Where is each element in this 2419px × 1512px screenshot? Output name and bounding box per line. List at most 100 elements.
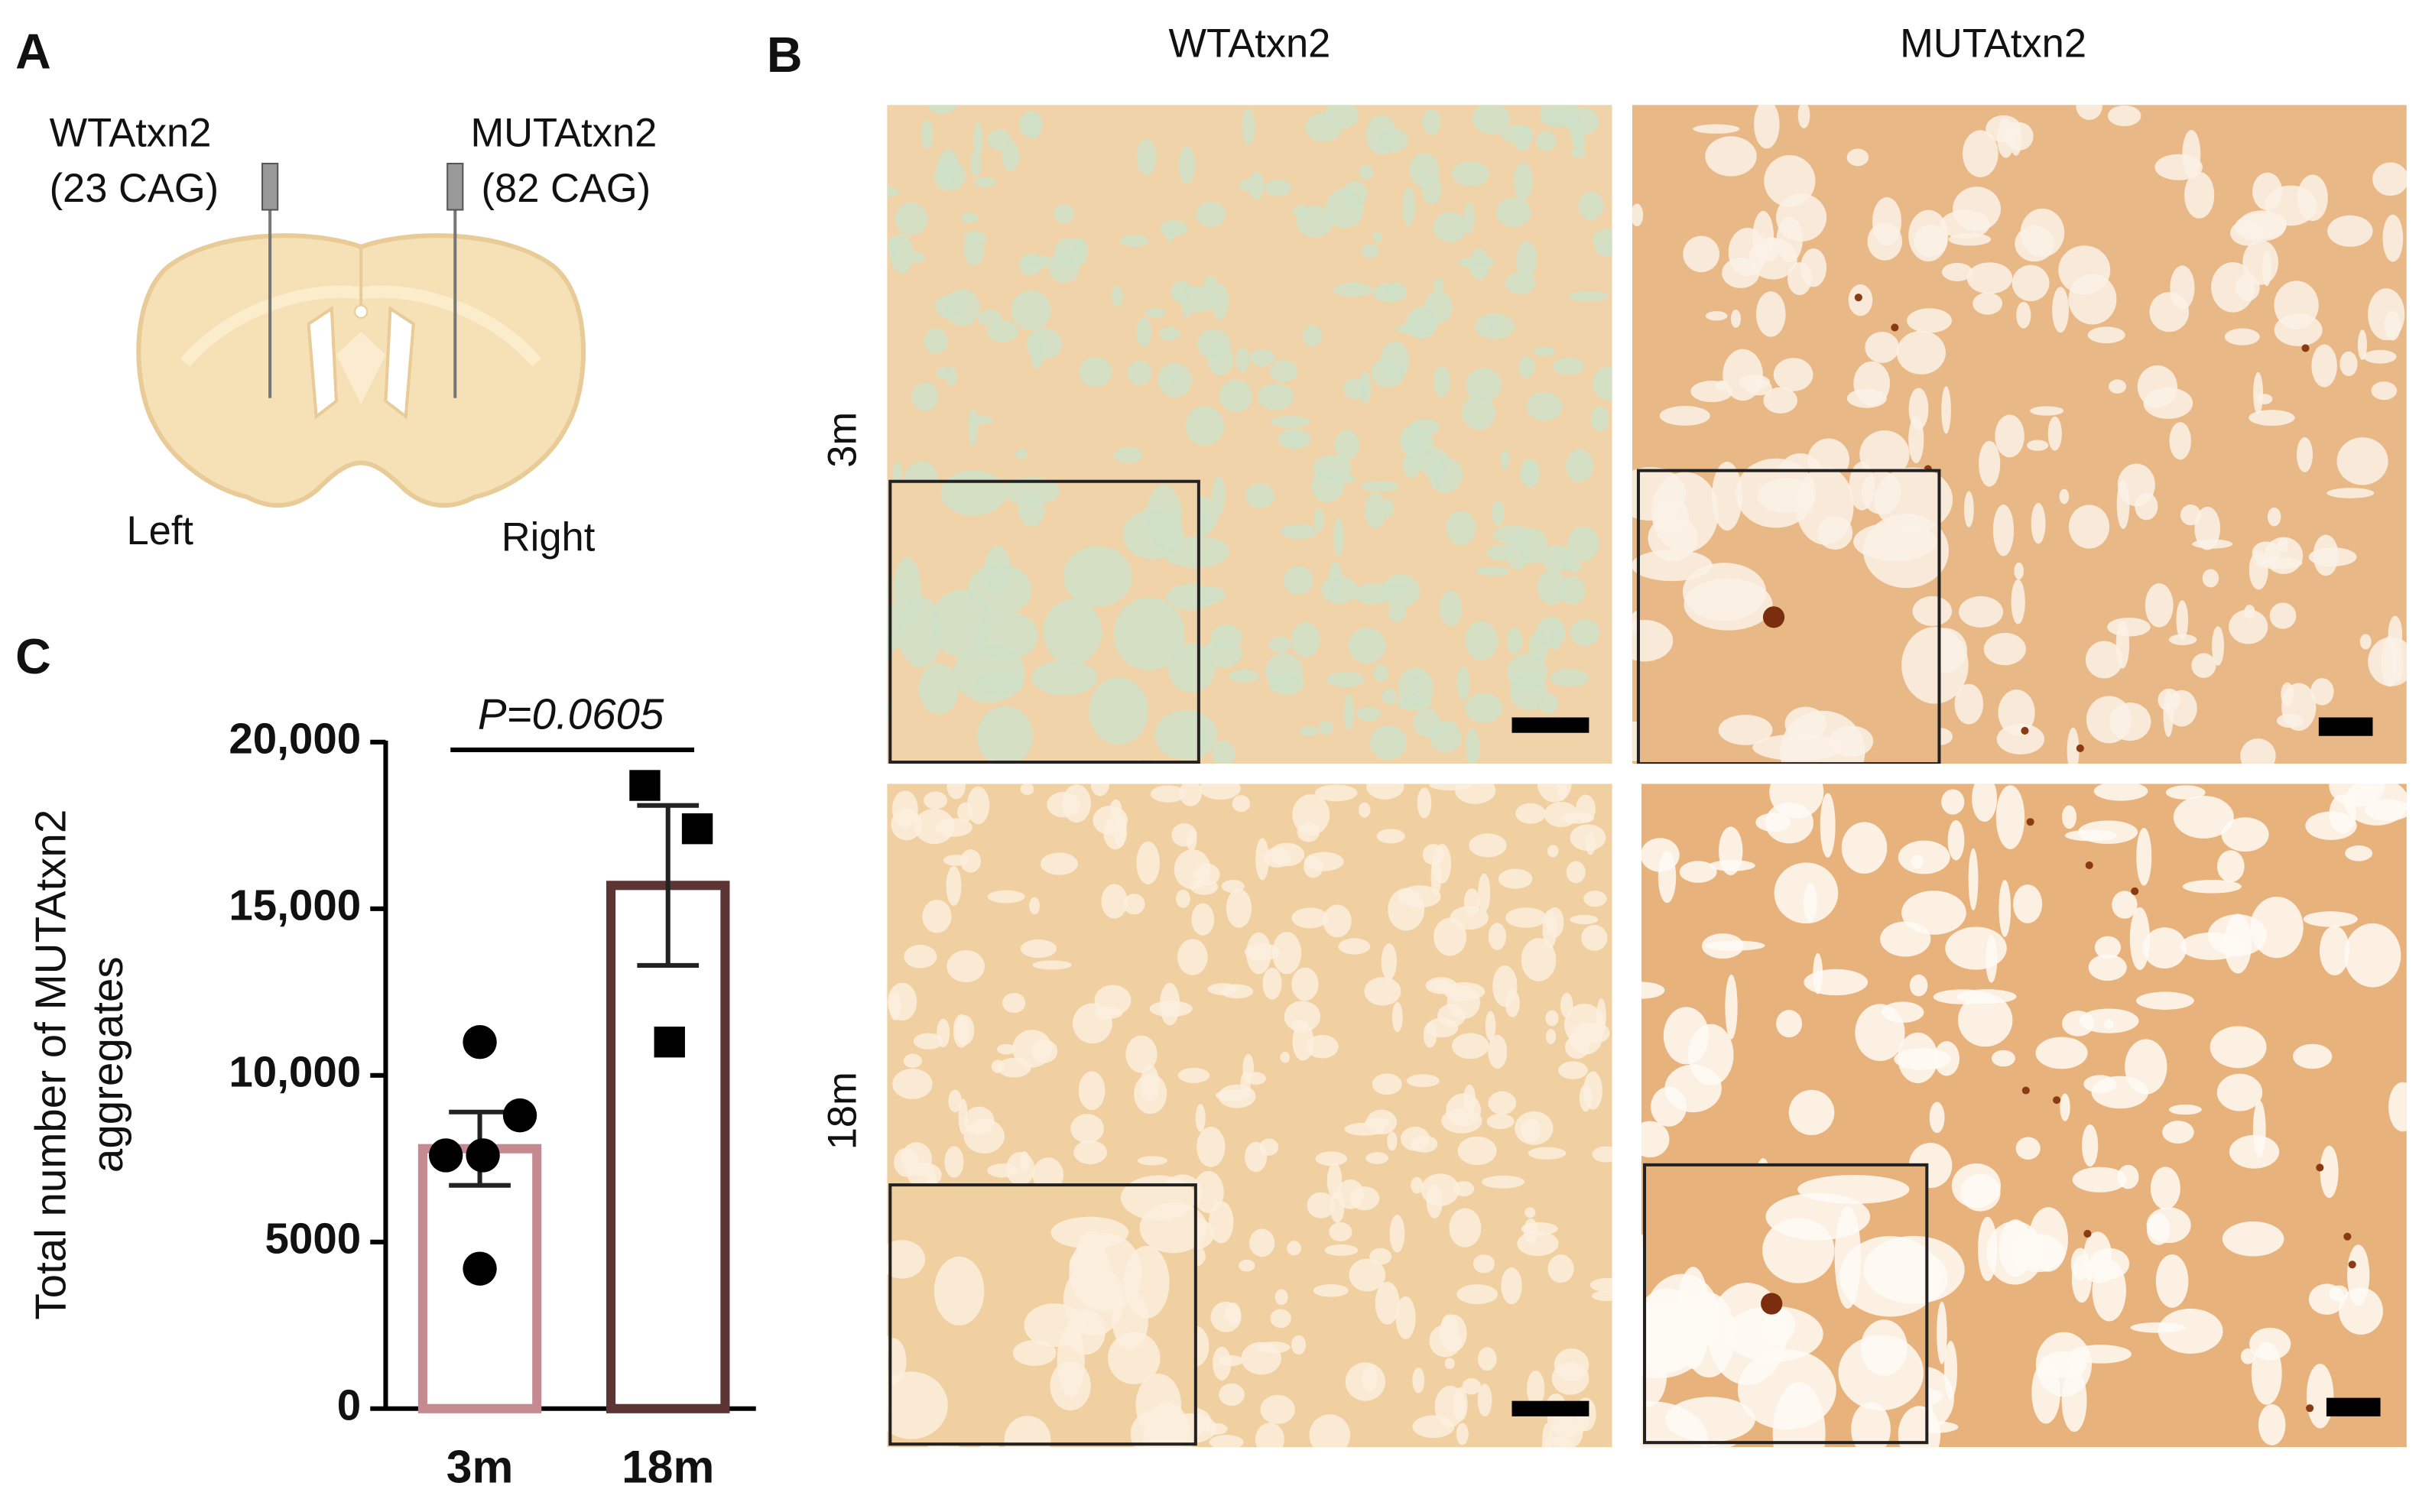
cell-texture [955,1015,975,1046]
cell-texture [2030,406,2064,416]
cell-texture [2240,738,2276,764]
cell-texture [1048,250,1080,283]
cell-texture [2020,208,2065,258]
cell-texture [1859,430,1910,479]
cell-texture [1755,813,1791,832]
cell-texture [1907,308,1952,333]
inset-texture [1863,1235,1965,1304]
cell-texture [1171,823,1197,847]
cell-texture [1326,1163,1343,1199]
cell-texture [2211,261,2255,313]
cell-texture [1439,590,1463,626]
cell-texture [2329,1285,2349,1302]
cell-texture [2083,1231,2112,1279]
cell-texture [2136,827,2152,886]
cell-texture [1376,829,1405,844]
cell-texture [1270,1309,1291,1329]
inset-texture [918,664,959,715]
cell-texture [2109,379,2126,394]
cell-texture [1291,1020,1308,1030]
cell-texture [1738,375,1771,390]
cell-texture [1422,109,1441,135]
cell-texture [2035,1037,2088,1069]
cell-texture [1514,126,1532,151]
inset-texture [1684,578,1773,631]
cell-texture [1362,1365,1378,1392]
cell-texture [1999,880,2012,937]
injection-label: (82 CAG) [482,167,651,211]
cell-texture [1788,1089,1835,1136]
inset-texture [1752,734,1845,761]
cell-texture [1455,784,1496,804]
cell-texture [1343,693,1354,732]
cell-texture [1191,903,1215,936]
cell-texture [1456,1284,1498,1305]
inset-texture [1162,535,1230,569]
cell-texture [1250,349,1275,367]
cell-texture [1941,262,1973,281]
cell-texture [1382,582,1411,595]
cell-texture [2212,626,2225,666]
cell-texture [1297,821,1320,842]
cell-texture [987,320,1018,343]
cell-texture [2109,702,2151,741]
cell-texture [904,945,937,969]
data-point [466,1138,500,1173]
cell-texture [1262,967,1282,1000]
inset-texture [1648,515,1698,561]
cell-texture [1679,861,1717,883]
cell-texture [1466,728,1480,764]
aggregate-dot [2076,744,2084,752]
cell-texture [1338,938,1371,955]
cell-texture [1209,1435,1244,1448]
cell-texture [1719,826,1743,875]
cell-texture [1591,406,1609,432]
cell-texture [1576,794,1596,823]
cell-texture [1179,784,1202,806]
inset-texture [1712,462,1742,531]
panel-label: B [767,28,803,83]
cell-texture [1197,1126,1226,1167]
cell-texture [944,1146,964,1178]
inset-texture [967,563,1032,615]
cell-texture [1270,415,1310,428]
cell-texture [1040,852,1078,875]
inset-texture [1784,706,1826,741]
cell-texture [1979,440,2001,487]
cell-texture [2293,1043,2333,1069]
cell-texture [1207,983,1239,995]
inset-texture [1139,1202,1207,1254]
cell-texture [1440,1314,1459,1342]
cell-texture [1366,784,1404,800]
cell-texture [1218,1084,1256,1108]
inset-texture [1012,1339,1057,1366]
cell-texture [1314,784,1358,802]
cell-texture [1592,1146,1612,1163]
cell-texture [1209,1200,1234,1244]
cell-texture [1853,361,1891,406]
cell-texture [888,991,901,1020]
cell-texture [1820,793,1836,858]
cell-texture [1389,1214,1405,1253]
cell-texture [1465,693,1503,724]
cell-texture [1226,888,1252,928]
cell-texture [1391,1001,1403,1033]
cell-texture [2052,287,2069,333]
cell-texture [2150,1166,2180,1210]
scale-bar [1511,1400,1589,1416]
micrograph [887,105,1612,764]
column-label: WTAtxn2 [1169,21,1331,66]
cell-texture [2149,292,2190,333]
cell-texture [1908,416,1924,463]
cell-texture [2067,727,2080,764]
cell-texture [1329,1222,1352,1242]
cell-texture [948,1089,962,1113]
row-label: 3m [821,412,865,468]
cell-texture [1425,977,1457,994]
cell-texture [946,784,966,800]
cell-texture [1412,1415,1455,1439]
cell-texture [911,382,939,411]
cell-texture [1498,868,1533,889]
cell-texture [1995,414,2024,458]
cell-texture [1248,171,1265,200]
